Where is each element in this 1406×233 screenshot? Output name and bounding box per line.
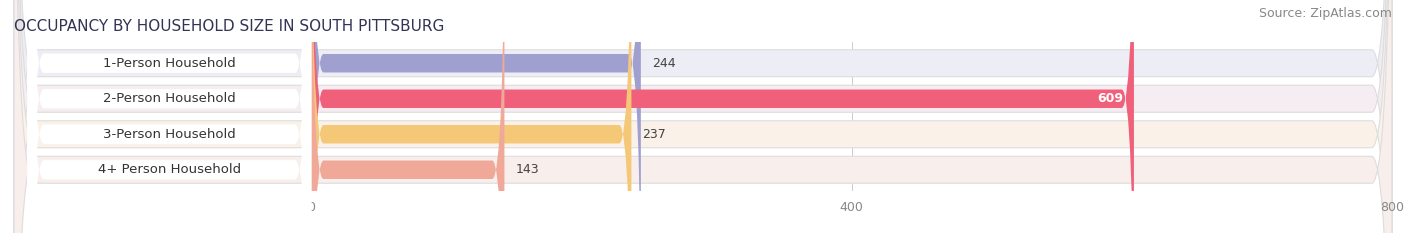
FancyBboxPatch shape: [14, 0, 1392, 233]
Text: 4+ Person Household: 4+ Person Household: [98, 163, 240, 176]
Text: 143: 143: [515, 163, 538, 176]
FancyBboxPatch shape: [28, 0, 311, 233]
FancyBboxPatch shape: [14, 0, 1392, 233]
Text: OCCUPANCY BY HOUSEHOLD SIZE IN SOUTH PITTSBURG: OCCUPANCY BY HOUSEHOLD SIZE IN SOUTH PIT…: [14, 19, 444, 34]
FancyBboxPatch shape: [311, 0, 505, 233]
Text: 237: 237: [643, 128, 666, 141]
FancyBboxPatch shape: [28, 0, 311, 233]
FancyBboxPatch shape: [28, 0, 311, 233]
Text: 609: 609: [1097, 92, 1123, 105]
Text: 3-Person Household: 3-Person Household: [103, 128, 236, 141]
FancyBboxPatch shape: [14, 0, 1392, 233]
FancyBboxPatch shape: [311, 0, 641, 233]
FancyBboxPatch shape: [28, 0, 311, 233]
Text: Source: ZipAtlas.com: Source: ZipAtlas.com: [1258, 7, 1392, 20]
Text: 244: 244: [651, 57, 675, 70]
Text: 2-Person Household: 2-Person Household: [103, 92, 236, 105]
FancyBboxPatch shape: [14, 0, 1392, 233]
FancyBboxPatch shape: [311, 0, 631, 233]
Text: 1-Person Household: 1-Person Household: [103, 57, 236, 70]
FancyBboxPatch shape: [311, 0, 1133, 233]
